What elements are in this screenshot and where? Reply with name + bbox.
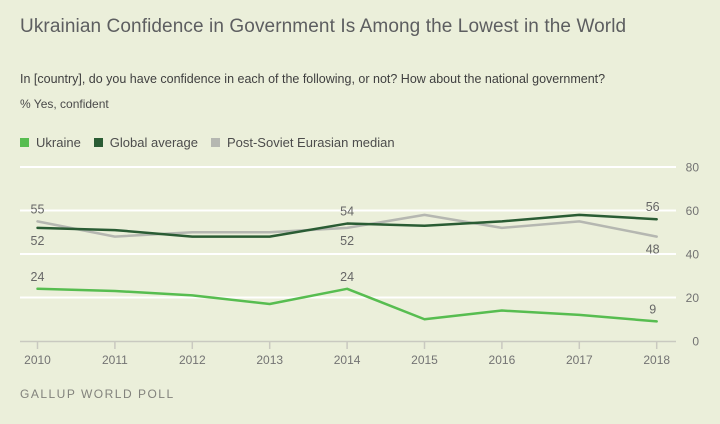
series-line-global-average (36, 213, 658, 238)
legend-label: Ukraine (36, 135, 81, 150)
x-axis-tick-label: 2011 (102, 353, 128, 367)
legend-label: Global average (109, 135, 198, 150)
data-point-label: 56 (646, 200, 660, 214)
x-axis-tick-label: 2010 (24, 353, 51, 367)
legend-swatch-icon (20, 138, 29, 147)
legend-item: Global average (93, 135, 198, 150)
data-point-label: 24 (340, 270, 354, 284)
legend-swatch-icon (210, 138, 220, 147)
y-axis-tick-label: 60 (686, 204, 700, 218)
legend-item: Ukraine (20, 135, 81, 150)
legend-item: Post-Soviet Eurasian median (210, 135, 395, 150)
data-point-label: 52 (31, 234, 45, 248)
data-point-label: 48 (646, 243, 660, 257)
x-axis-tick-label: 2016 (489, 353, 516, 367)
series-line-post-soviet-eurasian-median (36, 213, 658, 238)
x-axis-tick-label: 2017 (566, 353, 593, 367)
unit-label: % Yes, confident (20, 97, 109, 111)
x-axis-tick-label: 2012 (179, 353, 206, 367)
chart-subtitle: In [country], do you have confidence in … (20, 72, 606, 86)
x-axis-tick-label: 2018 (643, 353, 670, 367)
data-point-label: 24 (31, 270, 45, 284)
x-axis-tick-label: 2014 (334, 353, 361, 367)
source-credit: GALLUP WORLD POLL (20, 387, 175, 401)
data-point-label: 9 (649, 302, 656, 316)
x-axis-tick-label: 2013 (256, 353, 283, 367)
x-axis-tick-label: 2015 (411, 353, 438, 367)
y-axis-tick-label: 40 (686, 248, 700, 262)
data-point-label: 55 (31, 202, 45, 216)
data-point-label: 52 (340, 234, 354, 248)
y-axis-tick-label: 0 (692, 335, 699, 349)
series-line-ukraine (36, 287, 658, 323)
chart-title: Ukrainian Confidence in Government Is Am… (20, 16, 627, 37)
chart-legend: Ukraine Global average Post-Soviet Eurasia… (20, 135, 408, 150)
y-axis-tick-label: 20 (686, 291, 700, 305)
legend-label: Post-Soviet Eurasian median (226, 135, 395, 150)
legend-swatch-icon (93, 138, 103, 147)
data-point-label: 54 (340, 205, 354, 219)
y-axis-tick-label: 80 (686, 161, 700, 175)
